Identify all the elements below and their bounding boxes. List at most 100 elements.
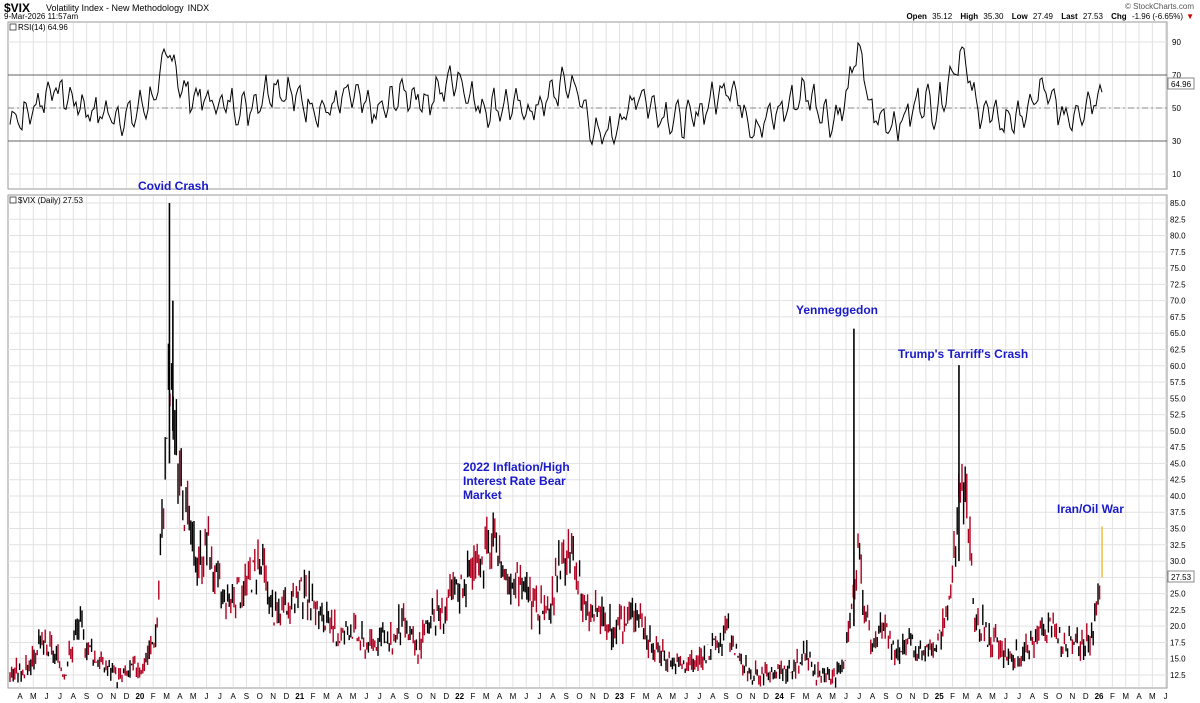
description-text: Volatility Index - New Methodology xyxy=(46,3,184,13)
x-tick-label: M xyxy=(350,692,357,701)
quote-summary: Open 35.12 High 35.30 Low 27.49 Last 27.… xyxy=(906,12,1194,21)
down-arrow-icon: ▼ xyxy=(1186,12,1194,21)
x-tick-label: M xyxy=(1149,692,1156,701)
x-tick-label: M xyxy=(510,692,517,701)
symbol-description: Volatility Index - New Methodology INDX xyxy=(46,3,209,13)
price-y-tick: 85.0 xyxy=(1170,199,1186,208)
x-tick-label: A xyxy=(390,692,396,701)
x-tick-label: J xyxy=(1164,692,1168,701)
price-y-tick: 15.0 xyxy=(1170,655,1186,664)
rsi-y-tick: 50 xyxy=(1172,104,1181,113)
x-tick-label: M xyxy=(190,692,197,701)
x-tick-label: O xyxy=(257,692,263,701)
x-tick-label: F xyxy=(151,692,156,701)
x-tick-label: F xyxy=(1110,692,1115,701)
price-y-tick: 72.5 xyxy=(1170,280,1186,289)
x-tick-label: O xyxy=(576,692,582,701)
x-tick-label: A xyxy=(1136,692,1142,701)
price-y-tick: 60.0 xyxy=(1170,362,1186,371)
rsi-panel: 90 70 50 30 10 64.96 RSI(14) 64.96 xyxy=(7,21,1195,190)
x-tick-label: J xyxy=(205,692,209,701)
x-tick-label: D xyxy=(603,692,609,701)
x-tick-label: N xyxy=(270,692,276,701)
x-tick-label: N xyxy=(750,692,756,701)
price-panel: 85.0 82.5 80.0 77.5 75.0 72.5 70.0 67.5 65.0 62.5… xyxy=(7,194,1195,689)
chg-value: -1.96 (-6.65%) xyxy=(1131,12,1184,21)
x-tick-label: S xyxy=(404,692,409,701)
price-y-tick: 37.5 xyxy=(1170,508,1186,517)
rsi-y-tick: 10 xyxy=(1172,170,1181,179)
rsi-label: RSI(14) 64.96 xyxy=(18,23,68,32)
rsi-y-tick: 70 xyxy=(1172,71,1181,80)
x-tick-label: A xyxy=(550,692,556,701)
x-tick-label: 22 xyxy=(455,692,464,701)
x-tick-label: D xyxy=(443,692,449,701)
x-tick-label: 26 xyxy=(1095,692,1104,701)
low-value: 27.49 xyxy=(1032,12,1053,21)
x-tick-label: S xyxy=(883,692,888,701)
price-y-axis: 85.0 82.5 80.0 77.5 75.0 72.5 70.0 67.5 65.0 62.5… xyxy=(1170,199,1186,680)
last-value: 27.53 xyxy=(1082,12,1103,21)
exchange: INDX xyxy=(187,3,210,13)
x-tick-label: 25 xyxy=(935,692,944,701)
x-tick-label: D xyxy=(124,692,130,701)
price-bars xyxy=(9,203,1103,689)
x-tick-label: A xyxy=(497,692,503,701)
x-tick-label: N xyxy=(430,692,436,701)
rsi-gridlines xyxy=(8,23,1167,188)
brand-watermark: © StockCharts.com xyxy=(1124,2,1194,11)
x-tick-label: F xyxy=(630,692,635,701)
x-tick-label: N xyxy=(110,692,116,701)
price-y-tick: 57.5 xyxy=(1170,378,1186,387)
price-y-tick: 70.0 xyxy=(1170,297,1186,306)
x-tick-label: S xyxy=(1043,692,1048,701)
rsi-panel-frame xyxy=(7,21,1168,190)
price-y-tick: 80.0 xyxy=(1170,232,1186,241)
price-panel-frame xyxy=(7,194,1168,689)
x-tick-label: O xyxy=(896,692,902,701)
x-tick-label: O xyxy=(1056,692,1062,701)
price-y-tick: 40.0 xyxy=(1170,492,1186,501)
open-label: Open xyxy=(906,12,927,21)
price-y-tick: 12.5 xyxy=(1170,671,1186,680)
price-y-tick: 62.5 xyxy=(1170,345,1186,354)
annotation-covid-crash: Covid Crash xyxy=(138,179,209,193)
price-y-tick: 35.0 xyxy=(1170,525,1186,534)
price-y-tick: 30.0 xyxy=(1170,557,1186,566)
x-tick-label: J xyxy=(58,692,62,701)
x-tick-label: M xyxy=(323,692,330,701)
rsi-y-tick: 90 xyxy=(1172,38,1181,47)
x-tick-label: M xyxy=(163,692,170,701)
x-tick-label: J xyxy=(1017,692,1021,701)
x-tick-label: N xyxy=(910,692,916,701)
x-tick-label: J xyxy=(684,692,688,701)
x-tick-label: J xyxy=(364,692,368,701)
rsi-current-tag: 64.96 xyxy=(1171,80,1192,89)
timestamp: 9-Mar-2026 11:57am xyxy=(4,12,79,21)
x-tick-label: A xyxy=(817,692,823,701)
x-tick-label: O xyxy=(417,692,423,701)
price-y-tick: 50.0 xyxy=(1170,427,1186,436)
last-label: Last xyxy=(1061,12,1078,21)
price-y-tick: 82.5 xyxy=(1170,215,1186,224)
price-y-tick: 52.5 xyxy=(1170,411,1186,420)
x-tick-label: J xyxy=(1004,692,1008,701)
high-value: 35.30 xyxy=(983,12,1004,21)
x-tick-label: F xyxy=(790,692,795,701)
x-tick-label: 23 xyxy=(615,692,624,701)
price-y-tick: 67.5 xyxy=(1170,313,1186,322)
x-tick-label: 21 xyxy=(295,692,304,701)
price-y-tick: 75.0 xyxy=(1170,264,1186,273)
x-tick-label: M xyxy=(803,692,810,701)
x-tick-label: M xyxy=(30,692,37,701)
price-collapse-icon[interactable] xyxy=(9,196,17,204)
rsi-series-line xyxy=(9,41,1103,146)
x-tick-label: 20 xyxy=(135,692,144,701)
x-tick-label: J xyxy=(697,692,701,701)
rsi-collapse-icon[interactable] xyxy=(9,23,17,31)
x-tick-label: D xyxy=(1083,692,1089,701)
x-tick-label: M xyxy=(643,692,650,701)
x-tick-label: A xyxy=(657,692,663,701)
x-tick-label: O xyxy=(97,692,103,701)
x-tick-label: A xyxy=(230,692,236,701)
